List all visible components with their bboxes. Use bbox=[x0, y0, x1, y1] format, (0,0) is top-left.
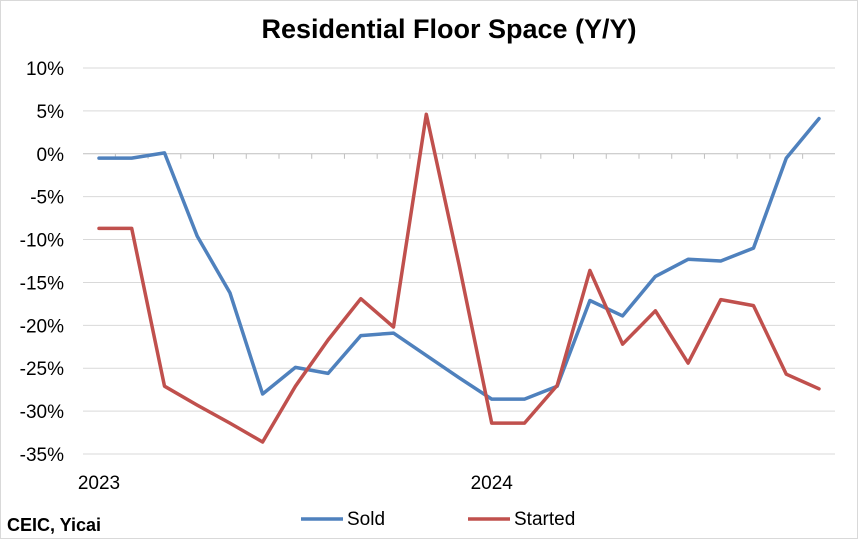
y-tick-label: 5% bbox=[37, 102, 65, 123]
y-tick-label: -10% bbox=[20, 231, 64, 252]
y-tick-label: -5% bbox=[30, 188, 64, 209]
y-axis-ticks: 10% 5% 0% -5% -10% -15% -20% -25% -30% -35% bbox=[20, 59, 64, 466]
x-tick-label: 2023 bbox=[78, 473, 120, 494]
y-tick-label: 0% bbox=[37, 145, 65, 166]
source-note: CEIC, Yicai bbox=[7, 515, 101, 535]
y-tick-label: -35% bbox=[20, 445, 64, 466]
y-tick-label: -30% bbox=[20, 402, 64, 423]
series-lines bbox=[97, 112, 821, 444]
gridlines bbox=[83, 67, 835, 455]
legend-label: Sold bbox=[347, 509, 385, 530]
series-line-sold bbox=[97, 116, 821, 401]
y-tick-label: 10% bbox=[26, 59, 64, 80]
y-tick-label: -20% bbox=[20, 316, 64, 337]
legend-label: Started bbox=[514, 509, 575, 530]
legend: Sold Started bbox=[301, 509, 575, 530]
y-tick-label: -25% bbox=[20, 359, 64, 380]
x-axis: 2023 2024 bbox=[78, 153, 804, 494]
y-tick-label: -15% bbox=[20, 273, 64, 294]
series-line-started bbox=[97, 112, 821, 444]
chart-title: Residential Floor Space (Y/Y) bbox=[261, 14, 636, 44]
x-tick-label: 2024 bbox=[471, 473, 514, 494]
